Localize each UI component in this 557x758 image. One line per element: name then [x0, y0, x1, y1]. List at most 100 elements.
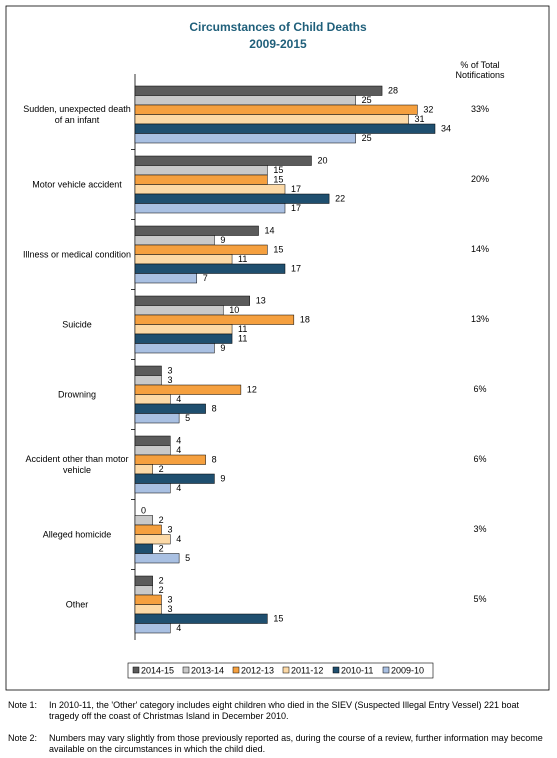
value-label: 20 — [317, 156, 327, 166]
bar — [134, 613, 268, 624]
bar — [134, 244, 268, 255]
value-label: 8 — [212, 404, 217, 414]
value-label: 32 — [423, 105, 433, 115]
bar — [134, 225, 259, 236]
bar — [134, 454, 206, 465]
value-label: 17 — [291, 184, 301, 194]
bar — [134, 174, 268, 185]
value-label: 13 — [256, 296, 266, 306]
legend-swatch — [282, 666, 290, 674]
bar — [134, 403, 206, 414]
value-label: 17 — [291, 264, 301, 274]
value-label: 2 — [159, 464, 164, 474]
bar — [134, 553, 180, 564]
value-label: 3 — [167, 525, 172, 535]
value-label: 2 — [159, 515, 164, 525]
bar — [134, 435, 171, 446]
share-label: 5% — [473, 594, 487, 604]
share-label: 20% — [470, 174, 489, 184]
bar — [134, 295, 250, 306]
value-label: 10 — [229, 305, 239, 315]
bar — [134, 203, 286, 214]
category-label: Suicide — [62, 319, 92, 329]
value-label: 7 — [203, 273, 208, 283]
category-label: Drowning — [57, 389, 97, 399]
legend-swatch — [232, 666, 240, 674]
value-label: 0 — [141, 506, 146, 516]
value-label: 9 — [220, 474, 225, 484]
legend-label: 2013-14 — [191, 665, 224, 675]
value-label: 5 — [185, 553, 190, 563]
bar — [134, 333, 233, 344]
bar — [134, 594, 162, 605]
note-label: Note 2: — [8, 733, 38, 743]
value-label: 25 — [362, 133, 372, 143]
share-header: % of Total Notifications — [455, 60, 505, 80]
note-label: Note 1: — [8, 700, 38, 710]
legend-label: 2014-15 — [141, 665, 174, 675]
bar — [134, 384, 242, 395]
bar — [134, 305, 224, 316]
legend-swatch — [382, 666, 390, 674]
bar — [134, 365, 162, 376]
value-label: 8 — [212, 455, 217, 465]
bar — [134, 263, 286, 274]
value-label: 18 — [300, 315, 310, 325]
share-label: 6% — [473, 384, 487, 394]
value-label: 4 — [176, 623, 181, 633]
value-label: 22 — [335, 194, 345, 204]
value-label: 3 — [167, 366, 172, 376]
value-label: 11 — [238, 324, 247, 334]
bar — [134, 165, 268, 176]
value-label: 11 — [238, 254, 247, 264]
category-label: Other — [65, 599, 89, 609]
bar — [134, 464, 153, 475]
bar — [134, 184, 286, 195]
bar — [134, 534, 171, 545]
bar — [134, 155, 312, 166]
bar — [134, 604, 162, 615]
bar — [134, 133, 356, 144]
value-label: 31 — [415, 114, 425, 124]
category-label: Sudden, unexpected death of an infant — [23, 103, 131, 125]
value-label: 15 — [273, 175, 283, 185]
legend-label: 2010-11 — [341, 665, 373, 675]
value-label: 15 — [273, 614, 283, 624]
value-label: 4 — [176, 445, 181, 455]
note-text: Numbers may vary slightly from those pre… — [49, 733, 543, 754]
share-label: 13% — [470, 314, 489, 324]
bar — [134, 85, 383, 96]
value-label: 5 — [185, 413, 190, 423]
note: Note 2: Numbers may vary slightly from th… — [8, 733, 548, 755]
value-label: 3 — [167, 375, 172, 385]
value-label: 9 — [220, 343, 225, 353]
bar — [134, 623, 171, 634]
note-text: In 2010-11, the 'Other' category include… — [49, 700, 520, 721]
bar — [134, 445, 171, 456]
bar — [134, 483, 171, 494]
bar — [134, 375, 162, 386]
legend-swatch — [182, 666, 190, 674]
legend-label: 2009-10 — [391, 665, 424, 675]
legend: 2014-15 2013-14 2012-13 2011-12 2010-11 2009-… — [127, 662, 434, 679]
bar — [134, 235, 215, 246]
chart-frame — [5, 5, 550, 691]
bar — [134, 575, 153, 586]
bar — [134, 524, 162, 535]
bar — [134, 394, 171, 405]
value-label: 25 — [362, 95, 372, 105]
bar — [134, 343, 215, 354]
share-label: 14% — [470, 244, 489, 254]
share-label: 6% — [473, 454, 487, 464]
bar — [134, 273, 198, 284]
value-label: 28 — [388, 86, 398, 96]
value-label: 15 — [273, 165, 283, 175]
value-label: 4 — [176, 534, 181, 544]
value-label: 14 — [265, 226, 275, 236]
bar — [134, 254, 233, 265]
legend-box — [127, 662, 434, 679]
bar — [134, 193, 330, 204]
value-label: 3 — [167, 604, 172, 614]
